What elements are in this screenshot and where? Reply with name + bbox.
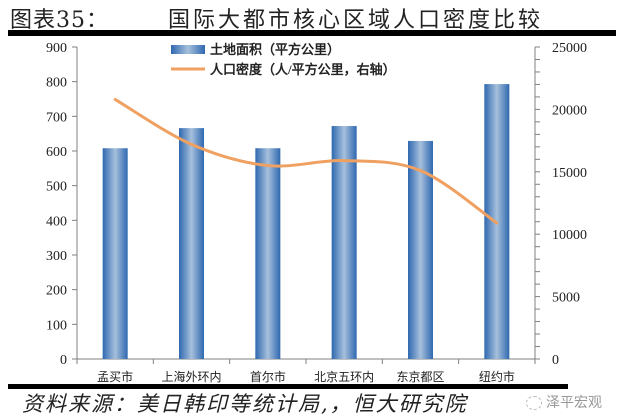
y-tick-label: 0	[60, 353, 67, 368]
wechat-icon	[526, 396, 542, 410]
axes: 0 100 200 300 400 500 600 700 800 900 0 5000 10000 15…	[46, 41, 587, 384]
y-tick-label: 900	[46, 41, 67, 56]
figure-number: 图表35：	[10, 8, 109, 33]
bottom-rule	[8, 384, 568, 389]
y-tick-label: 800	[46, 76, 67, 91]
chart-area: 0 100 200 300 400 500 600 700 800 900 0 5000 10000 15…	[46, 41, 587, 384]
y2-tick-label: 15000	[552, 166, 587, 181]
y2-tick-label: 10000	[552, 228, 587, 243]
x-tick-label: 东京都区	[396, 370, 444, 384]
y2-tick-label: 5000	[552, 291, 580, 306]
bar	[255, 148, 281, 359]
legend-bar-swatch	[171, 45, 205, 54]
x-tick-label: 首尔市	[250, 369, 286, 384]
y-tick-label: 100	[46, 318, 67, 333]
y-tick-label: 200	[46, 284, 67, 299]
y2-tick-label: 25000	[552, 41, 587, 56]
x-tick-label: 北京五环内	[314, 370, 374, 384]
y-tick-label: 300	[46, 249, 67, 264]
y2-tick-label: 0	[552, 353, 559, 368]
chart-title: 国际大都市核心区域人口密度比较	[168, 8, 544, 33]
figure-title: 图表35： 国际大都市核心区域人口密度比较	[0, 2, 621, 33]
top-rule	[8, 30, 616, 36]
watermark-text: 泽平宏观	[546, 395, 602, 411]
x-tick-label: 孟买市	[97, 369, 133, 384]
x-tick-label: 纽约市	[479, 369, 515, 384]
y-tick-label: 500	[46, 180, 67, 195]
x-tick-label: 上海外环内	[161, 369, 221, 384]
bar-series	[102, 84, 510, 360]
bar	[331, 126, 357, 359]
y-tick-label: 400	[46, 214, 67, 229]
y2-tick-label: 20000	[552, 103, 587, 118]
legend: 土地面积（平方公里） 人口密度（人/平方公里，右轴）	[171, 42, 396, 77]
bar	[408, 140, 433, 359]
line-series	[113, 97, 499, 225]
legend-line-label: 人口密度（人/平方公里，右轴）	[210, 62, 396, 77]
source-note: 资料来源：美日韩印等统计局,，恒大研究院	[22, 392, 468, 416]
bar	[179, 128, 204, 359]
legend-bar-label: 土地面积（平方公里）	[210, 42, 340, 57]
y-tick-label: 600	[46, 145, 67, 160]
y-tick-label: 700	[46, 110, 67, 125]
density-line	[113, 97, 499, 225]
watermark: 泽平宏观	[526, 392, 602, 412]
bar	[102, 148, 128, 359]
